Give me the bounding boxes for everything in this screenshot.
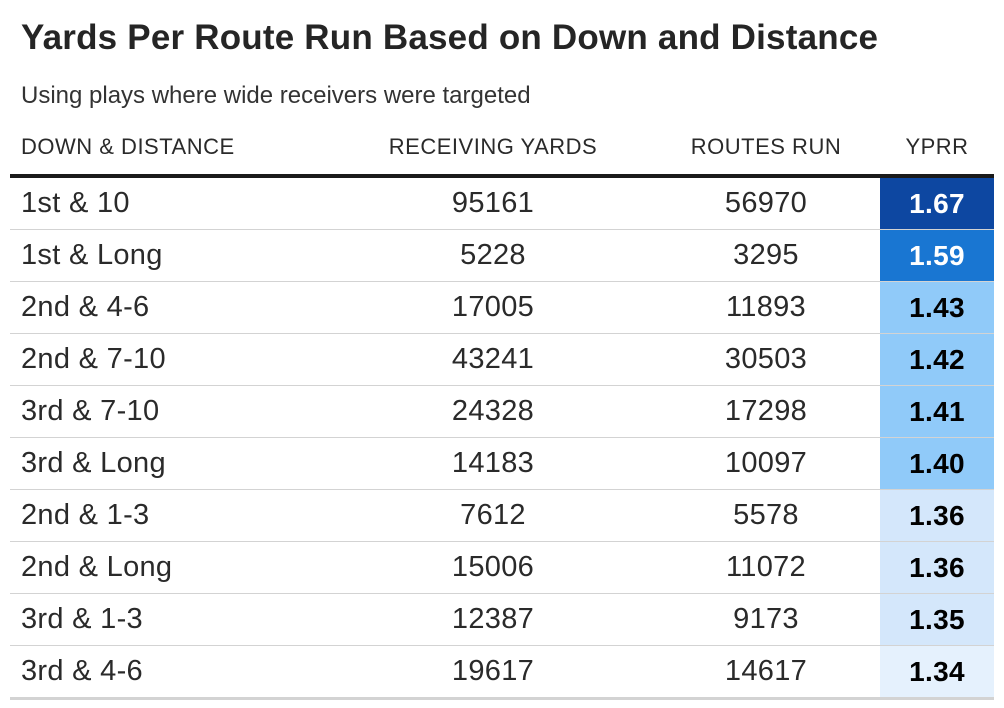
down-distance-cell: 1st & 10 <box>21 187 130 219</box>
yprr-cell: 1.41 <box>880 386 994 437</box>
receiving-yards-cell: 17005 <box>451 291 535 323</box>
yprr-cell: 1.36 <box>880 490 994 541</box>
down-distance-cell: 2nd & Long <box>21 551 173 583</box>
routes-run-cell: 5578 <box>733 499 799 531</box>
routes-run-cell: 14617 <box>724 655 808 687</box>
receiving-yards-cell: 15006 <box>451 551 535 583</box>
routes-run-cell: 10097 <box>724 447 808 479</box>
column-header-routes-run: ROUTES RUN <box>690 134 842 159</box>
down-distance-cell: 3rd & 4-6 <box>21 655 143 687</box>
down-distance-cell: 3rd & Long <box>21 447 166 479</box>
table-row: 1st & 10 95161 56970 1.67 <box>10 178 994 230</box>
routes-run-cell: 3295 <box>733 239 799 271</box>
table-row: 3rd & 4-6 19617 14617 1.34 <box>10 646 994 700</box>
table-row: 3rd & Long 14183 10097 1.40 <box>10 438 994 490</box>
column-header-receiving-yards: RECEIVING YARDS <box>388 134 598 159</box>
table-row: 2nd & 7-10 43241 30503 1.42 <box>10 334 994 386</box>
table-row: 3rd & 7-10 24328 17298 1.41 <box>10 386 994 438</box>
receiving-yards-cell: 24328 <box>451 395 535 427</box>
yprr-cell: 1.67 <box>880 178 994 229</box>
receiving-yards-cell: 95161 <box>451 187 535 219</box>
routes-run-cell: 30503 <box>724 343 808 375</box>
routes-run-cell: 56970 <box>724 187 808 219</box>
yprr-cell: 1.40 <box>880 438 994 489</box>
receiving-yards-cell: 19617 <box>451 655 535 687</box>
column-header-yprr: YPRR <box>905 134 969 159</box>
routes-run-cell: 9173 <box>733 603 799 635</box>
yprr-cell: 1.43 <box>880 282 994 333</box>
down-distance-cell: 1st & Long <box>21 239 163 271</box>
table-row: 3rd & 1-3 12387 9173 1.35 <box>10 594 994 646</box>
table-body: 1st & 10 95161 56970 1.67 1st & Long 5228 3295… <box>10 178 994 700</box>
yprr-table: DOWN & DISTANCE RECEIVING YARDS ROUTES R… <box>10 124 994 700</box>
yprr-cell: 1.42 <box>880 334 994 385</box>
routes-run-cell: 11893 <box>726 291 806 323</box>
page-title: Yards Per Route Run Based on Down and Di… <box>21 18 879 57</box>
down-distance-cell: 2nd & 1-3 <box>21 499 150 531</box>
receiving-yards-cell: 7612 <box>460 499 526 531</box>
receiving-yards-cell: 14183 <box>451 447 535 479</box>
table-row: 2nd & 1-3 7612 5578 1.36 <box>10 490 994 542</box>
receiving-yards-cell: 5228 <box>460 239 526 271</box>
page-subtitle: Using plays where wide receivers were ta… <box>21 82 531 109</box>
yprr-cell: 1.35 <box>880 594 994 645</box>
table-row: 2nd & 4-6 17005 11893 1.43 <box>10 282 994 334</box>
down-distance-cell: 2nd & 4-6 <box>21 291 150 323</box>
receiving-yards-cell: 12387 <box>451 603 535 635</box>
routes-run-cell: 11072 <box>726 551 806 583</box>
yprr-cell: 1.34 <box>880 646 994 697</box>
table-row: 2nd & Long 15006 11072 1.36 <box>10 542 994 594</box>
table-row: 1st & Long 5228 3295 1.59 <box>10 230 994 282</box>
routes-run-cell: 17298 <box>724 395 808 427</box>
column-header-down-distance: DOWN & DISTANCE <box>21 134 235 159</box>
down-distance-cell: 3rd & 1-3 <box>21 603 143 635</box>
receiving-yards-cell: 43241 <box>451 343 535 375</box>
down-distance-cell: 2nd & 7-10 <box>21 343 166 375</box>
yprr-cell: 1.59 <box>880 230 994 281</box>
yprr-cell: 1.36 <box>880 542 994 593</box>
table-header: DOWN & DISTANCE RECEIVING YARDS ROUTES R… <box>10 124 994 178</box>
down-distance-cell: 3rd & 7-10 <box>21 395 160 427</box>
